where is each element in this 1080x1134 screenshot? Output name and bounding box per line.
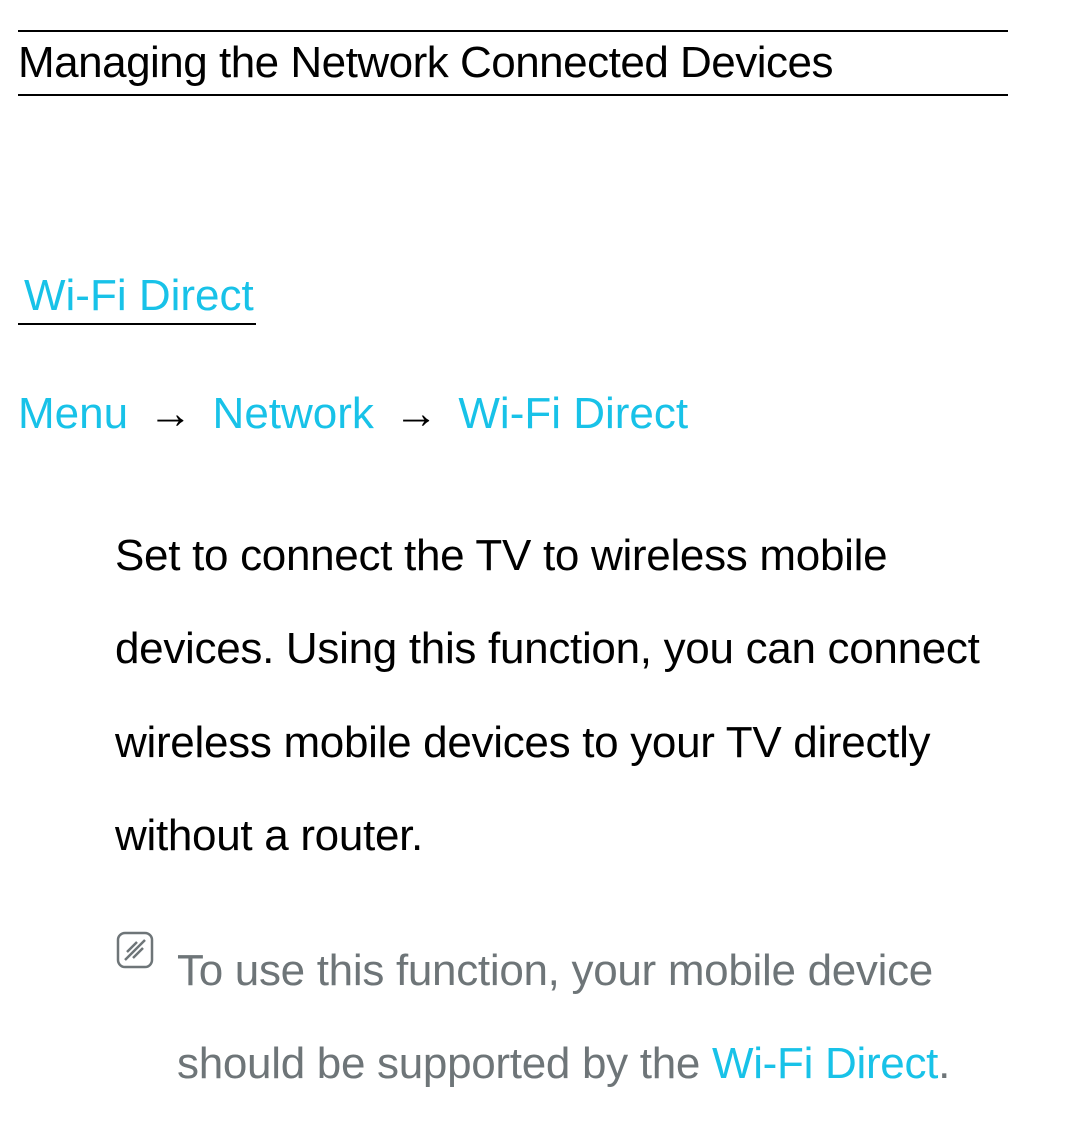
- breadcrumb: Menu → Network → Wi-Fi Direct: [18, 389, 1080, 439]
- breadcrumb-item-wifi-direct: Wi-Fi Direct: [458, 389, 688, 438]
- note-block: To use this function, your mobile device…: [115, 924, 1050, 1111]
- breadcrumb-separator: →: [148, 389, 192, 438]
- body-paragraph: Set to connect the TV to wireless mobile…: [115, 509, 1050, 882]
- note-suffix: .: [938, 1039, 950, 1088]
- breadcrumb-item-network: Network: [213, 389, 374, 438]
- note-text: To use this function, your mobile device…: [177, 924, 1050, 1111]
- note-icon: [115, 930, 155, 970]
- note-highlight-wifi-direct: Wi-Fi Direct: [712, 1039, 938, 1088]
- breadcrumb-item-menu: Menu: [18, 389, 128, 438]
- breadcrumb-separator: →: [394, 389, 438, 438]
- section-heading-wifi-direct: Wi-Fi Direct: [18, 271, 256, 325]
- page-title: Managing the Network Connected Devices: [18, 30, 1008, 96]
